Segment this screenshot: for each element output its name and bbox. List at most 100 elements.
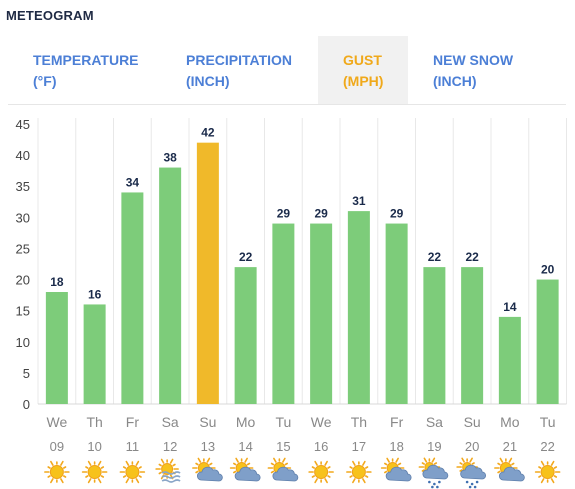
y-tick-label: 5 bbox=[23, 366, 30, 381]
x-date-label: 10 bbox=[87, 439, 101, 454]
x-day-label: Sa bbox=[162, 414, 179, 430]
x-date-label: 19 bbox=[427, 439, 441, 454]
x-date-label: 15 bbox=[276, 439, 290, 454]
bar bbox=[536, 279, 559, 404]
bar bbox=[385, 223, 408, 404]
x-day-label: Fr bbox=[390, 414, 404, 430]
y-tick-label: 0 bbox=[23, 397, 30, 412]
data-label: 22 bbox=[428, 250, 442, 264]
bar bbox=[461, 267, 484, 404]
x-day-label: Tu bbox=[275, 414, 291, 430]
weather-icons bbox=[44, 457, 561, 489]
y-tick-label: 25 bbox=[16, 241, 30, 256]
y-axis: 0 5 10 15 20 25 30 35 40 45 bbox=[16, 117, 30, 412]
y-tick-label: 10 bbox=[16, 335, 30, 350]
bar bbox=[272, 223, 295, 404]
x-day-label: Fr bbox=[126, 414, 140, 430]
tab-temperature-label: TEMPERATURE bbox=[33, 52, 139, 68]
bar bbox=[234, 267, 257, 404]
y-tick-label: 45 bbox=[16, 117, 30, 132]
bar bbox=[159, 167, 182, 404]
partly-cloudy-icon bbox=[494, 457, 525, 482]
data-label: 22 bbox=[465, 250, 479, 264]
tab-precipitation-label: PRECIPITATION bbox=[186, 52, 293, 68]
bar bbox=[423, 267, 446, 404]
sun-icon bbox=[81, 460, 108, 484]
x-day-label: Th bbox=[351, 414, 367, 430]
x-day-label: Mo bbox=[236, 414, 256, 430]
x-day-label: Th bbox=[86, 414, 102, 430]
sun-icon bbox=[346, 460, 372, 484]
x-day-label: Su bbox=[464, 414, 481, 430]
data-label: 29 bbox=[390, 207, 404, 221]
data-label: 31 bbox=[352, 194, 366, 208]
bar bbox=[310, 223, 333, 404]
chart-grid bbox=[37, 118, 567, 405]
tab-bar: TEMPERATURE (°F) PRECIPITATION (INCH) GU… bbox=[8, 36, 566, 105]
x-date-label: 12 bbox=[163, 439, 177, 454]
data-label: 18 bbox=[50, 275, 64, 289]
bar bbox=[83, 304, 106, 404]
tab-temperature-unit: (°F) bbox=[33, 73, 57, 89]
data-label: 14 bbox=[503, 300, 517, 314]
sun-icon bbox=[534, 460, 561, 484]
y-tick-label: 15 bbox=[16, 304, 30, 319]
sun-haze-icon bbox=[155, 458, 181, 483]
tab-temperature[interactable]: TEMPERATURE (°F) bbox=[8, 36, 161, 104]
y-tick-label: 20 bbox=[16, 273, 30, 288]
rain-cloud-icon bbox=[456, 457, 487, 489]
rain-cloud-icon bbox=[418, 457, 449, 489]
x-day-label: Su bbox=[199, 414, 216, 430]
x-date-label: 22 bbox=[540, 439, 554, 454]
sun-icon bbox=[308, 460, 334, 484]
x-date-label: 11 bbox=[126, 439, 140, 454]
data-label: 29 bbox=[314, 207, 328, 221]
tab-new-snow[interactable]: NEW SNOW (INCH) bbox=[408, 36, 566, 104]
data-label: 29 bbox=[277, 207, 291, 221]
tab-gust-unit: (MPH) bbox=[343, 73, 384, 89]
bars bbox=[45, 142, 559, 404]
x-date-label: 09 bbox=[50, 439, 64, 454]
sun-icon bbox=[119, 460, 146, 484]
bar bbox=[45, 292, 68, 404]
x-date-label: 17 bbox=[352, 439, 366, 454]
tab-precipitation-unit: (INCH) bbox=[186, 73, 230, 89]
bar bbox=[121, 192, 144, 404]
x-date-label: 13 bbox=[201, 439, 215, 454]
tab-gust-label: GUST bbox=[343, 52, 382, 68]
data-label: 20 bbox=[541, 263, 555, 277]
data-label: 16 bbox=[88, 287, 102, 301]
bar bbox=[498, 316, 521, 404]
bar bbox=[196, 142, 219, 404]
tab-precipitation[interactable]: PRECIPITATION (INCH) bbox=[161, 36, 318, 104]
data-label: 34 bbox=[126, 175, 140, 189]
x-date-label: 18 bbox=[389, 439, 403, 454]
x-day-label: We bbox=[311, 414, 332, 430]
gust-bar-chart: 0 5 10 15 20 25 30 35 40 45 18 16 34 38 42 22 29 29 31 29 2… bbox=[16, 117, 567, 489]
data-label: 22 bbox=[239, 250, 253, 264]
y-tick-label: 35 bbox=[16, 179, 30, 194]
bar bbox=[347, 211, 370, 404]
x-date-label: 16 bbox=[314, 439, 328, 454]
x-date-label: 14 bbox=[238, 439, 252, 454]
x-day-label: Mo bbox=[500, 414, 520, 430]
x-day-label: We bbox=[47, 414, 68, 430]
partly-cloudy-icon bbox=[267, 457, 299, 482]
tab-new-snow-label: NEW SNOW bbox=[433, 52, 514, 68]
x-day-label: Sa bbox=[426, 414, 443, 430]
partly-cloudy-icon bbox=[192, 457, 223, 482]
data-labels: 18 16 34 38 42 22 29 29 31 29 22 22 14 20 bbox=[50, 126, 554, 314]
tab-gust[interactable]: GUST (MPH) bbox=[318, 36, 408, 104]
data-label: 38 bbox=[163, 151, 177, 165]
partly-cloudy-icon bbox=[380, 457, 412, 482]
x-date-label: 20 bbox=[465, 439, 479, 454]
x-axis: We 09 Th 10 Fr 11 Sa 12 Su 13 Mo 14 Tu 15 We 16 Th 17 Fr 18… bbox=[47, 414, 556, 454]
x-day-label: Tu bbox=[540, 414, 556, 430]
sun-icon bbox=[44, 460, 70, 484]
y-tick-label: 30 bbox=[16, 210, 30, 225]
x-date-label: 21 bbox=[503, 439, 517, 454]
data-label: 42 bbox=[201, 126, 215, 140]
y-tick-label: 40 bbox=[16, 148, 30, 163]
page-title: METEOGRAM bbox=[6, 8, 94, 23]
tab-new-snow-unit: (INCH) bbox=[433, 73, 477, 89]
